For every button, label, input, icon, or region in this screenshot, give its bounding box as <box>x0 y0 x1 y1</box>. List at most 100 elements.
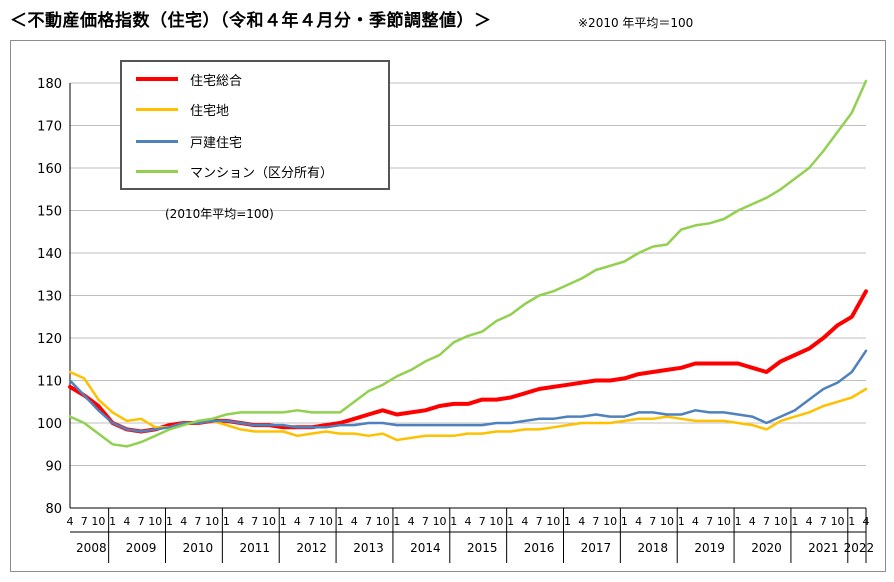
x-tick-label: 10 <box>91 515 105 528</box>
x-tick-label: 10 <box>148 515 162 528</box>
year-label: 2014 <box>410 541 441 555</box>
y-tick-label: 140 <box>37 247 62 262</box>
x-tick-label: 10 <box>660 515 674 528</box>
x-tick-label: 10 <box>262 515 276 528</box>
x-tick-label: 1 <box>280 515 287 528</box>
y-tick-label: 160 <box>37 162 62 177</box>
year-label: 2016 <box>524 541 555 555</box>
x-tick-label: 4 <box>806 515 813 528</box>
x-tick-label: 7 <box>194 515 201 528</box>
x-tick-label: 10 <box>717 515 731 528</box>
x-tick-label: 1 <box>166 515 173 528</box>
x-tick-label: 4 <box>237 515 244 528</box>
x-tick-label: 1 <box>393 515 400 528</box>
year-label: 2009 <box>126 541 157 555</box>
x-tick-label: 7 <box>308 515 315 528</box>
year-label: 2020 <box>751 541 782 555</box>
x-tick-label: 1 <box>507 515 514 528</box>
y-tick-label: 90 <box>45 460 62 475</box>
x-tick-label: 7 <box>649 515 656 528</box>
x-tick-label: 10 <box>205 515 219 528</box>
chart-legend: 住宅総合 住宅地 戸建住宅 マンション（区分所有） <box>120 60 390 190</box>
x-tick-label: 7 <box>479 515 486 528</box>
legend-item-land: 住宅地 <box>136 100 230 119</box>
x-tick-label: 7 <box>592 515 599 528</box>
year-label: 2013 <box>353 541 384 555</box>
year-label: 2017 <box>581 541 612 555</box>
x-tick-label: 10 <box>603 515 617 528</box>
series-line-1 <box>68 370 868 442</box>
x-tick-label: 7 <box>81 515 88 528</box>
series-line-3 <box>68 79 868 448</box>
legend-label: 住宅地 <box>190 103 230 119</box>
x-tick-label: 1 <box>848 515 855 528</box>
y-tick-label: 80 <box>45 502 62 517</box>
x-tick-label: 7 <box>138 515 145 528</box>
x-tick-label: 7 <box>422 515 429 528</box>
legend-swatch <box>136 139 178 143</box>
x-tick-label: 7 <box>251 515 258 528</box>
base-year-note: ※2010 年平均＝100 <box>578 16 694 30</box>
legend-item-condominium: マンション（区分所有） <box>136 162 334 181</box>
year-label: 2022 <box>844 541 875 555</box>
x-tick-label: 7 <box>763 515 770 528</box>
x-tick-label: 4 <box>180 515 187 528</box>
x-tick-label: 10 <box>433 515 447 528</box>
x-tick-label: 4 <box>692 515 699 528</box>
x-tick-label: 10 <box>376 515 390 528</box>
y-tick-label: 100 <box>37 417 62 432</box>
year-label: 2018 <box>638 541 669 555</box>
x-tick-label: 4 <box>408 515 415 528</box>
chart-frame <box>10 40 886 572</box>
legend-item-total: 住宅総合 <box>136 70 243 89</box>
x-tick-label: 4 <box>749 515 756 528</box>
x-tick-label: 4 <box>123 515 130 528</box>
x-tick-label: 4 <box>294 515 301 528</box>
year-label: 2012 <box>296 541 327 555</box>
x-tick-label: 7 <box>365 515 372 528</box>
page-title: ＜不動産価格指数（住宅）（令和４年４月分・季節調整値）＞ <box>10 11 492 31</box>
x-tick-label: 1 <box>564 515 571 528</box>
x-tick-label: 10 <box>319 515 333 528</box>
x-tick-label: 4 <box>67 515 74 528</box>
y-tick-label: 170 <box>37 120 62 135</box>
legend-swatch <box>136 77 178 81</box>
year-label: 2019 <box>694 541 725 555</box>
y-tick-label: 120 <box>37 332 62 347</box>
x-tick-label: 10 <box>831 515 845 528</box>
x-tick-label: 4 <box>635 515 642 528</box>
legend-label: 住宅総合 <box>190 73 243 89</box>
year-label: 2010 <box>183 541 214 555</box>
y-tick-label: 110 <box>37 375 62 390</box>
x-tick-label: 10 <box>489 515 503 528</box>
y-tick-label: 180 <box>37 77 62 92</box>
x-tick-label: 4 <box>351 515 358 528</box>
x-tick-label: 4 <box>578 515 585 528</box>
x-tick-label: 4 <box>521 515 528 528</box>
x-tick-label: 1 <box>621 515 628 528</box>
legend-item-detached-house: 戸建住宅 <box>136 132 243 151</box>
year-label: 2011 <box>240 541 271 555</box>
legend-swatch <box>136 169 178 173</box>
x-tick-label: 1 <box>735 515 742 528</box>
x-tick-label: 7 <box>536 515 543 528</box>
x-tick-label: 1 <box>450 515 457 528</box>
chart-annotation: (2010年平均=100) <box>165 207 274 221</box>
year-label: 2021 <box>808 541 839 555</box>
x-tick-label: 1 <box>223 515 230 528</box>
x-tick-label: 10 <box>546 515 560 528</box>
x-tick-label: 4 <box>863 515 870 528</box>
y-tick-label: 130 <box>37 290 62 305</box>
series-line-0 <box>68 289 868 434</box>
x-tick-label: 7 <box>706 515 713 528</box>
year-label: 2008 <box>76 541 107 555</box>
x-tick-label: 1 <box>109 515 116 528</box>
legend-swatch <box>136 107 178 111</box>
x-tick-label: 7 <box>820 515 827 528</box>
x-tick-label: 10 <box>774 515 788 528</box>
legend-label: 戸建住宅 <box>190 135 243 151</box>
y-tick-label: 150 <box>37 205 62 220</box>
series-line-2 <box>68 349 868 433</box>
legend-label: マンション（区分所有） <box>190 165 334 181</box>
x-tick-label: 1 <box>337 515 344 528</box>
